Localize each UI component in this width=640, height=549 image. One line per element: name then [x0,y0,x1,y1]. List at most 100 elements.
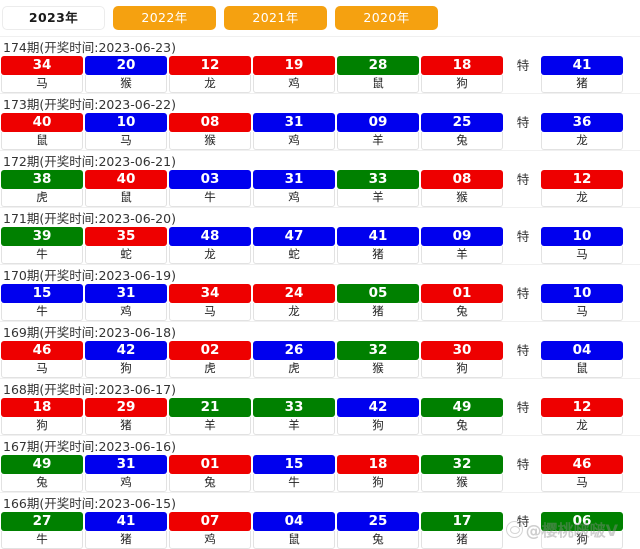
special-ball-zodiac: 狗 [541,531,623,549]
ball-number: 30 [421,341,503,360]
year-tab-2023[interactable]: 2023年 [2,6,105,30]
ball-zodiac: 龙 [169,246,251,264]
special-ball-number: 12 [541,398,623,417]
ball-zodiac: 马 [85,132,167,150]
special-ball-cell: 06 狗 [541,512,623,549]
ball-zodiac: 兔 [421,132,503,150]
ball-cell: 49 兔 [421,398,503,435]
ball-zodiac: 牛 [253,474,335,492]
ball-cell: 25 兔 [337,512,419,549]
ball-number: 49 [1,455,83,474]
ball-zodiac: 兔 [337,531,419,549]
ball-zodiac: 虎 [1,189,83,207]
ball-number: 24 [253,284,335,303]
special-ball-number: 46 [541,455,623,474]
draw-block: 167期(开奖时间:2023-06-16) 49 兔 31 鸡 01 兔 15 牛 18 狗 32 猴特… [0,435,640,492]
ball-cell: 33 羊 [253,398,335,435]
ball-cell: 21 羊 [169,398,251,435]
special-ball-number: 10 [541,227,623,246]
ball-number: 34 [169,284,251,303]
ball-zodiac: 虎 [169,360,251,378]
ball-zodiac: 牛 [1,246,83,264]
ball-number: 09 [421,227,503,246]
ball-zodiac: 鸡 [85,474,167,492]
ball-zodiac: 狗 [337,474,419,492]
ball-zodiac: 猪 [337,303,419,321]
draw-ball-row: 15 牛 31 鸡 34 马 24 龙 05 猪 01 兔特 10 马 [0,284,640,321]
year-tab-2021[interactable]: 2021年 [224,6,327,30]
ball-number: 20 [85,56,167,75]
ball-number: 35 [85,227,167,246]
ball-zodiac: 马 [1,360,83,378]
year-tab-bar: 2023年 2022年 2021年 2020年 [0,0,640,36]
ball-cell: 01 兔 [169,455,251,492]
ball-cell: 12 龙 [169,56,251,93]
ball-number: 08 [169,113,251,132]
ball-number: 41 [337,227,419,246]
ball-number: 15 [1,284,83,303]
ball-number: 19 [253,56,335,75]
ball-cell: 38 虎 [1,170,83,207]
ball-number: 18 [421,56,503,75]
year-tab-2022[interactable]: 2022年 [113,6,216,30]
special-ball-cell: 36 龙 [541,113,623,150]
ball-zodiac: 牛 [1,531,83,549]
draw-block: 172期(开奖时间:2023-06-21) 38 虎 40 鼠 03 牛 31 鸡 33 羊 08 猴特… [0,150,640,207]
ball-zodiac: 鸡 [253,189,335,207]
ball-cell: 19 鸡 [253,56,335,93]
ball-number: 18 [1,398,83,417]
ball-zodiac: 羊 [337,132,419,150]
ball-number: 42 [337,398,419,417]
ball-number: 04 [253,512,335,531]
ball-cell: 17 猪 [421,512,503,549]
ball-cell: 02 虎 [169,341,251,378]
ball-zodiac: 羊 [421,246,503,264]
ball-cell: 27 牛 [1,512,83,549]
ball-cell: 33 羊 [337,170,419,207]
draw-header: 171期(开奖时间:2023-06-20) [0,207,640,227]
special-ball-number: 04 [541,341,623,360]
ball-cell: 31 鸡 [253,113,335,150]
draw-block: 170期(开奖时间:2023-06-19) 15 牛 31 鸡 34 马 24 龙 05 猪 01 兔特… [0,264,640,321]
draw-header: 166期(开奖时间:2023-06-15) [0,492,640,512]
draw-ball-row: 34 马 20 猴 12 龙 19 鸡 28 鼠 18 狗特 41 猪 [0,56,640,93]
ball-zodiac: 蛇 [253,246,335,264]
ball-cell: 18 狗 [1,398,83,435]
ball-number: 28 [337,56,419,75]
ball-zodiac: 羊 [253,417,335,435]
ball-zodiac: 鼠 [253,531,335,549]
ball-number: 25 [421,113,503,132]
ball-cell: 32 猴 [337,341,419,378]
ball-zodiac: 兔 [421,303,503,321]
special-ball-cell: 04 鼠 [541,341,623,378]
ball-zodiac: 虎 [253,360,335,378]
draw-block: 173期(开奖时间:2023-06-22) 40 鼠 10 马 08 猴 31 鸡 09 羊 25 兔特… [0,93,640,150]
draw-block: 169期(开奖时间:2023-06-18) 46 马 42 狗 02 虎 26 虎 32 猴 30 狗特… [0,321,640,378]
ball-number: 08 [421,170,503,189]
ball-zodiac: 鼠 [337,75,419,93]
ball-cell: 01 兔 [421,284,503,321]
draw-block: 171期(开奖时间:2023-06-20) 39 牛 35 蛇 48 龙 47 蛇 41 猪 09 羊特… [0,207,640,264]
ball-zodiac: 猪 [85,531,167,549]
ball-cell: 34 马 [1,56,83,93]
ball-cell: 05 猪 [337,284,419,321]
ball-cell: 35 蛇 [85,227,167,264]
ball-cell: 42 狗 [337,398,419,435]
special-ball-marker: 特 [516,514,530,529]
ball-cell: 40 鼠 [1,113,83,150]
ball-zodiac: 狗 [421,360,503,378]
ball-cell: 18 狗 [337,455,419,492]
year-tab-2020[interactable]: 2020年 [335,6,438,30]
ball-number: 31 [85,455,167,474]
draw-ball-row: 39 牛 35 蛇 48 龙 47 蛇 41 猪 09 羊特 10 马 [0,227,640,264]
ball-zodiac: 鸡 [85,303,167,321]
ball-zodiac: 鼠 [1,132,83,150]
ball-cell: 26 虎 [253,341,335,378]
ball-zodiac: 牛 [169,189,251,207]
ball-cell: 46 马 [1,341,83,378]
ball-number: 01 [169,455,251,474]
ball-zodiac: 牛 [1,303,83,321]
ball-zodiac: 羊 [169,417,251,435]
ball-number: 48 [169,227,251,246]
